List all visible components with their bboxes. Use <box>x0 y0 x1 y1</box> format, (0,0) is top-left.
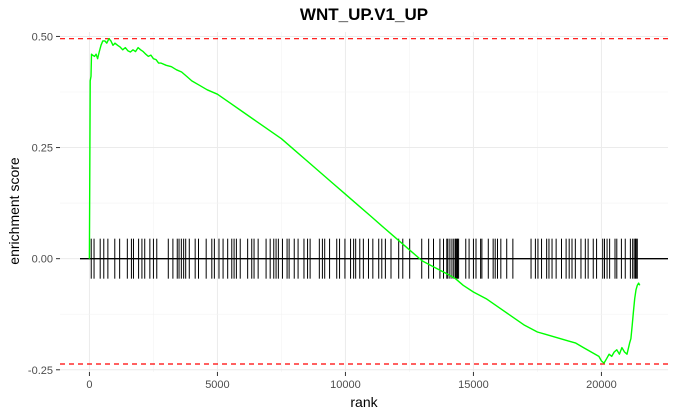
y-tick-label: 0.50 <box>32 31 53 43</box>
y-axis-label: enrichment score <box>6 157 22 265</box>
x-axis-label: rank <box>350 394 378 410</box>
chart-title: WNT_UP.V1_UP <box>300 5 428 24</box>
grid-lines <box>60 32 668 372</box>
x-axis-ticks: 0 5000 10000 15000 20000 <box>86 372 617 391</box>
x-tick-label: 5000 <box>205 379 229 391</box>
x-tick-label: 0 <box>86 379 92 391</box>
enrichment-series <box>88 38 641 364</box>
y-tick-label: -0.25 <box>28 365 53 377</box>
y-tick-label: 0.25 <box>32 143 53 155</box>
enrichment-score-line <box>88 38 641 364</box>
y-tick-label: 0.00 <box>32 254 53 266</box>
reference-lines <box>60 38 668 365</box>
x-tick-label: 15000 <box>458 379 489 391</box>
x-tick-label: 20000 <box>586 379 617 391</box>
y-axis-ticks: -0.25 0.00 0.25 0.50 <box>28 31 60 377</box>
x-tick-label: 10000 <box>330 379 361 391</box>
